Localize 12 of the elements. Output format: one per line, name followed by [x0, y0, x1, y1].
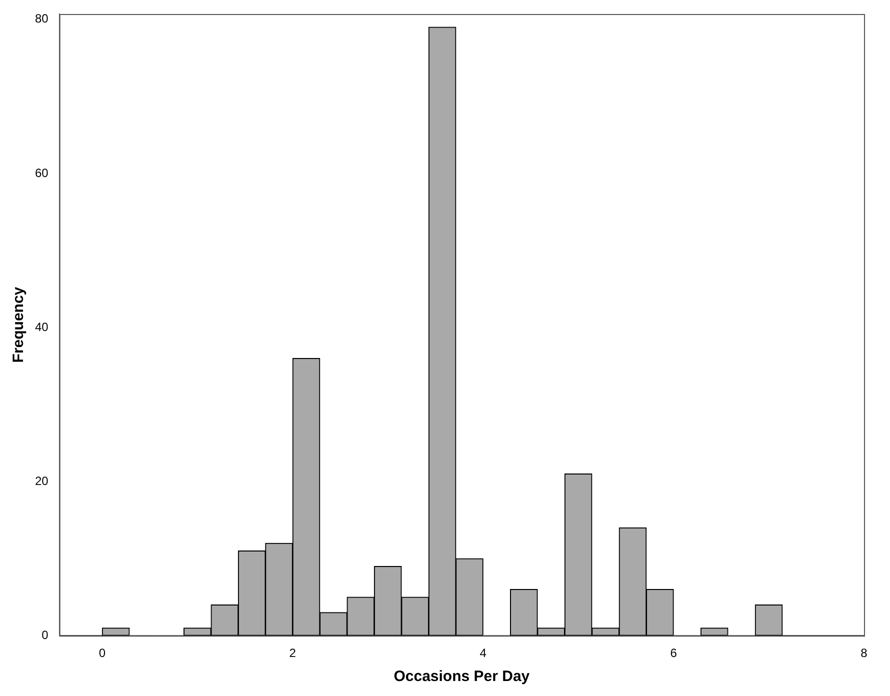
x-tick-label: 6: [670, 646, 678, 660]
x-tick-label: 2: [289, 646, 296, 660]
x-tick-label: 8: [860, 646, 868, 660]
y-tick-label: 60: [34, 166, 49, 180]
y-tick-label: 20: [34, 474, 49, 488]
x-tick-label: 0: [98, 646, 106, 660]
y-tick-label: 40: [34, 320, 49, 334]
x-axis-title: Occasions Per Day: [394, 668, 530, 686]
y-tick-label: 80: [34, 12, 49, 26]
y-tick-label: 0: [42, 628, 49, 642]
x-tick-label: 4: [480, 646, 487, 660]
y-axis-title: Frequency: [10, 286, 28, 363]
